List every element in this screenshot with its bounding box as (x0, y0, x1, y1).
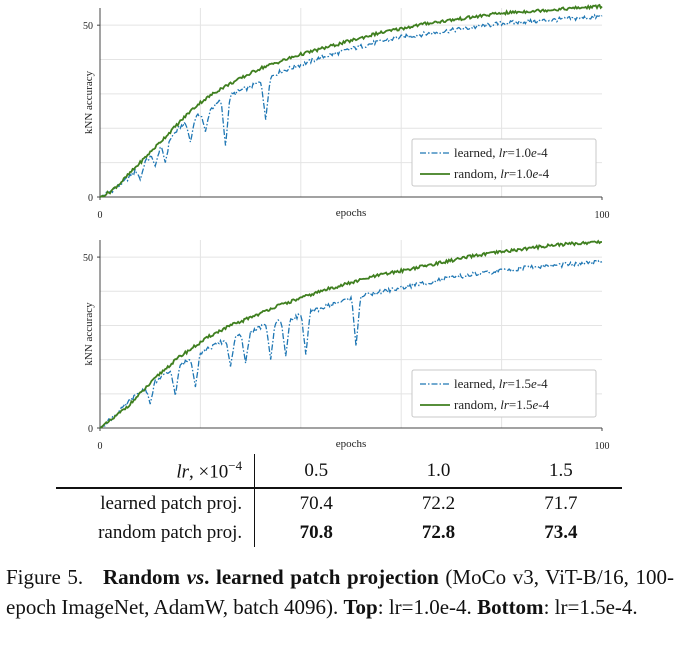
caption-title-vs: vs (186, 565, 205, 589)
y-tick-label: 50 (83, 253, 93, 264)
legend-label: random, lr=1.5e-4 (454, 397, 550, 412)
y-tick-label: 50 (83, 21, 93, 32)
table-col-header: 1.5 (499, 454, 622, 489)
caption-top-value: : lr=1.0e-4. (377, 595, 478, 619)
results-table: lr, ×10−4 0.5 1.0 1.5 learned patch proj… (56, 454, 622, 547)
x-tick-label: 0 (98, 441, 103, 452)
table-cell: 70.8 (299, 521, 333, 543)
caption-bottom-value: : lr=1.5e-4. (543, 595, 638, 619)
caption-figure-label: Figure 5. (6, 565, 84, 589)
table-header-row: lr, ×10−4 0.5 1.0 1.5 (56, 454, 622, 489)
table-row-label: random patch proj. (56, 518, 256, 547)
bottom-chart: 0 50 0 100 epochs kNN accuracy learned, lr=1.5… (0, 232, 680, 454)
legend-label: learned, lr=1.5e-4 (454, 376, 548, 391)
x-axis-title: epochs (336, 207, 367, 219)
table-header-lr-exp: −4 (228, 457, 243, 473)
table-row: learned patch proj. 70.4 72.2 71.7 (56, 488, 622, 518)
table-row: random patch proj. 70.8 72.8 73.4 (56, 518, 622, 547)
caption-bottom-label: Bottom (477, 595, 544, 619)
legend-label: learned, lr=1.0e-4 (454, 145, 548, 160)
table-col-header: 0.5 (254, 454, 378, 489)
table-row-label: learned patch proj. (56, 488, 256, 518)
x-tick-label: 100 (595, 441, 610, 452)
caption-title: Random vs. learned patch projection (103, 565, 439, 589)
table-cell: 71.7 (544, 492, 578, 514)
caption-title-part2: . learned patch projection (204, 565, 439, 589)
y-axis-title: kNN accuracy (83, 302, 95, 366)
table-cell: 72.2 (421, 492, 456, 514)
legend-box (411, 369, 597, 418)
x-tick-label: 0 (98, 210, 103, 221)
x-tick-label: 100 (595, 210, 610, 221)
series-line-learned (99, 259, 603, 429)
figure-caption: Figure 5. Random vs. learned patch proje… (6, 562, 674, 622)
caption-title-part1: Random (103, 565, 187, 589)
y-tick-label: 0 (88, 193, 93, 204)
top-chart-svg: 0 50 0 100 epochs kNN accuracy learned, lr=1.0… (83, 3, 610, 221)
top-chart: 0 50 0 100 epochs kNN accuracy learned, lr=1.0… (0, 0, 680, 230)
legend-box (411, 138, 597, 187)
y-axis-title: kNN accuracy (83, 70, 95, 134)
caption-top-label: Top (343, 595, 378, 619)
legend-label: random, lr=1.0e-4 (454, 166, 550, 181)
table-cell: 70.4 (299, 492, 333, 514)
x-axis-title: epochs (336, 438, 367, 450)
table-col-header: 1.0 (377, 454, 500, 489)
bottom-chart-svg: 0 50 0 100 epochs kNN accuracy learned, lr=1.5… (83, 239, 610, 452)
table-header-lr: lr, ×10−4 (56, 454, 256, 489)
series-line-random (99, 239, 602, 429)
series-line-random (99, 3, 603, 198)
caption-details: (MoCo v3, ViT-B/16, 100-epoch ImageNet, … (6, 565, 674, 619)
y-tick-label: 0 (88, 424, 93, 435)
table-cell: 72.8 (421, 521, 456, 543)
table-header-lr-rest: , ×10 (189, 461, 229, 483)
table-cell: 73.4 (544, 521, 578, 543)
table-header-lr-var: lr (176, 461, 190, 483)
series-line-learned (99, 13, 603, 198)
